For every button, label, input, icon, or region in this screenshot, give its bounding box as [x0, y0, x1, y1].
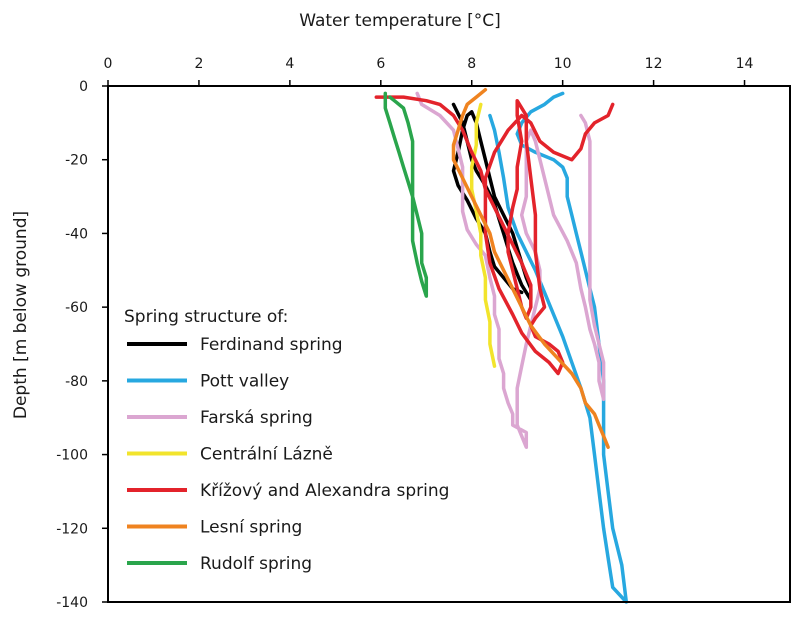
y-tick-label: -60	[65, 300, 88, 316]
series-line-lesni-spring	[451, 87, 610, 449]
y-tick-label: 0	[79, 79, 88, 95]
y-tick-label: -40	[65, 226, 88, 242]
legend-title: Spring structure of:	[124, 307, 288, 327]
x-tick-label: 8	[467, 56, 476, 72]
legend-label-lesni-spring: Lesní spring	[200, 518, 302, 538]
x-tick-label: 4	[285, 56, 294, 72]
legend-label-krizovy-and-alexandra-spring: Křížový and Alexandra spring	[200, 481, 449, 501]
plot-frame	[107, 85, 791, 603]
legend-label-centralni-lazne: Centrální Lázně	[200, 445, 333, 465]
legend: Spring structure of: Ferdinand spring Pot…	[124, 307, 449, 574]
legend-label-ferdinand-spring: Ferdinand spring	[200, 335, 343, 355]
y-axis-title: Depth [m below ground]	[11, 211, 31, 419]
series-line-farska-spring	[415, 91, 606, 449]
x-axis: 0 2 4 6 8 10 12 14	[104, 56, 754, 86]
y-tick-label: -100	[56, 448, 88, 464]
x-tick-label: 14	[736, 56, 754, 72]
y-tick-label: -80	[65, 374, 88, 390]
series-line-centralni-lazne	[469, 102, 497, 368]
legend-label-farska-spring: Farská spring	[200, 408, 313, 428]
series-line-pott-valley	[488, 91, 629, 604]
y-axis: 0 -20 -40 -60 -80 -100 -120 -140	[56, 79, 108, 611]
legend-label-pott-valley: Pott valley	[200, 372, 289, 392]
series-line-krizovy-and-alexandra-spring	[374, 95, 615, 376]
x-tick-label: 6	[376, 56, 385, 72]
y-tick-label: -120	[56, 521, 88, 537]
x-tick-label: 12	[645, 56, 663, 72]
x-tick-label: 10	[554, 56, 572, 72]
x-tick-label: 0	[104, 56, 113, 72]
y-tick-label: -20	[65, 153, 88, 169]
series-lines	[374, 87, 629, 604]
x-tick-label: 2	[194, 56, 203, 72]
y-tick-label: -140	[56, 595, 88, 611]
legend-label-rudolf-spring: Rudolf spring	[200, 554, 312, 574]
x-axis-title: Water temperature [°C]	[299, 11, 501, 31]
series-line-rudolf-spring	[383, 91, 429, 298]
